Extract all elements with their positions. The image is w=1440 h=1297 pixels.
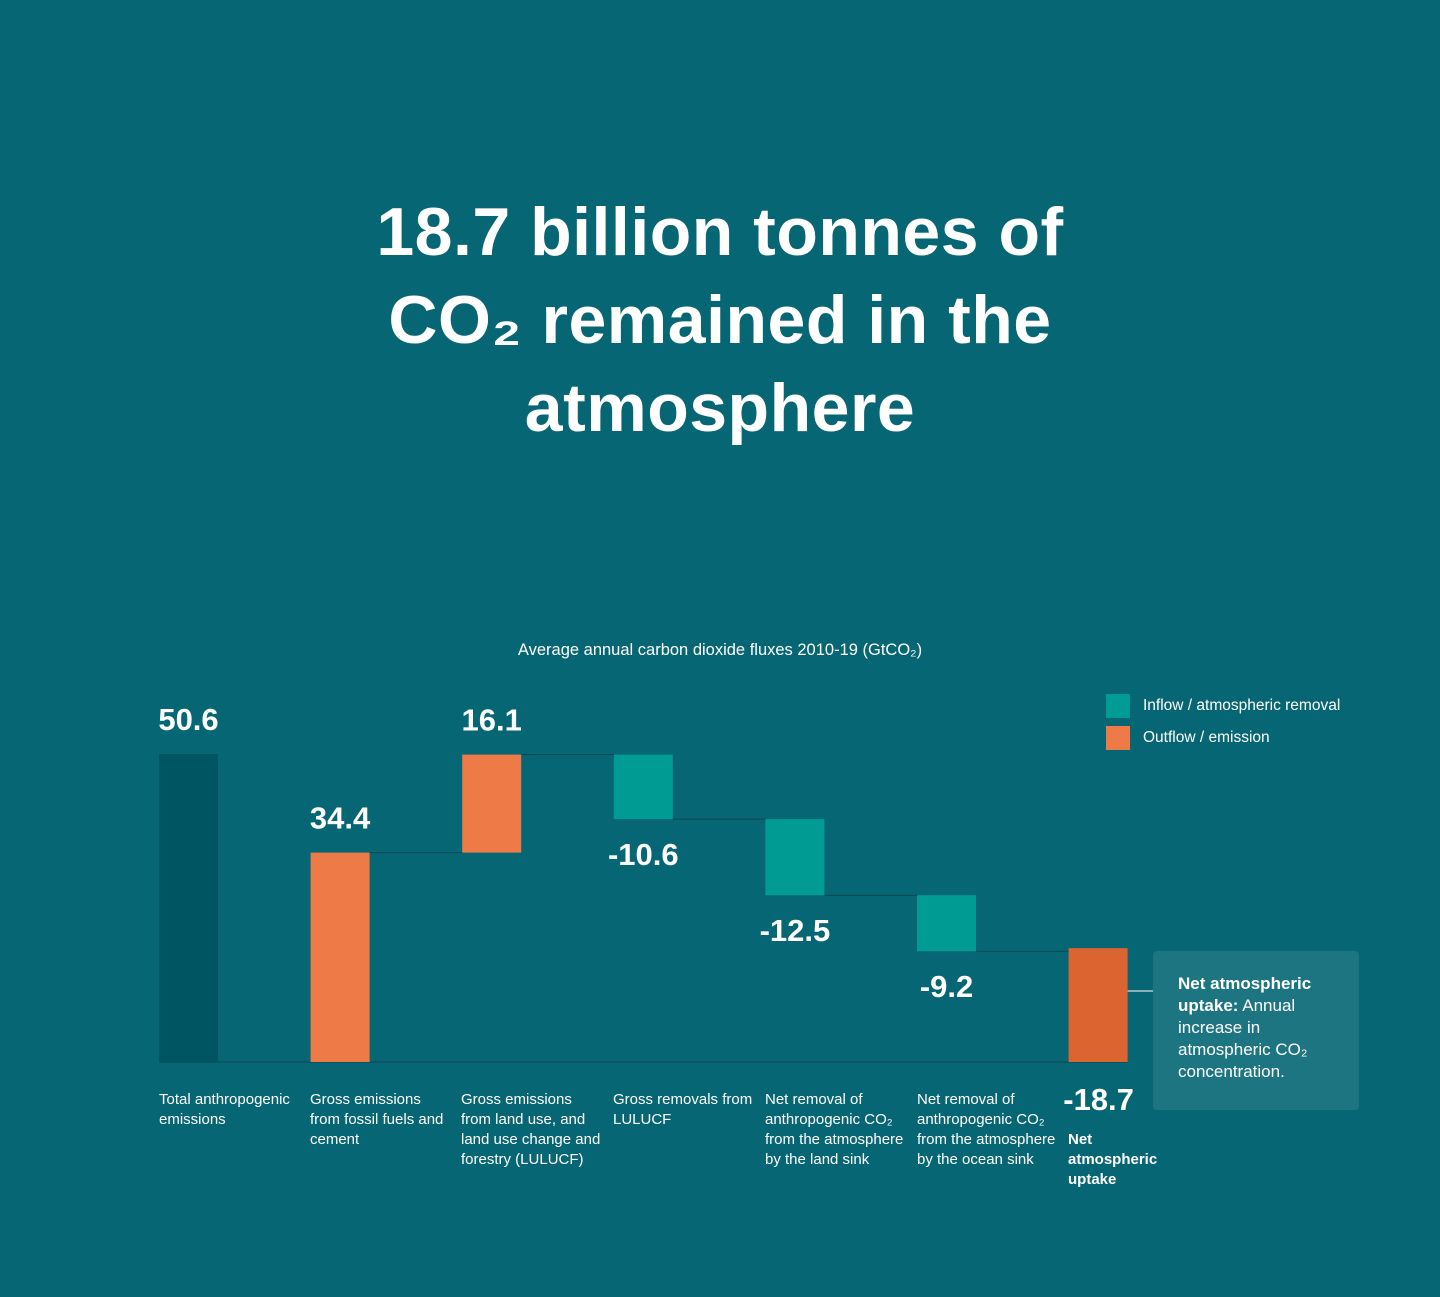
legend-swatch-outflow: [1106, 726, 1130, 750]
bar-6: [917, 895, 976, 952]
category-label-land-sink: Net removal of anthropogenic CO₂ from th…: [765, 1091, 904, 1168]
value-label-4: -10.6: [608, 837, 679, 872]
headline-line-2: CO₂ remained in the: [388, 282, 1052, 358]
category-label-lulucf-emissions: Gross emissions from land use, and land …: [461, 1091, 601, 1168]
chart-legend: Inflow / atmospheric removal Outflow / e…: [1106, 694, 1340, 758]
value-label-2: 34.4: [310, 801, 371, 836]
category-label-lulucf-removals: Gross removals from LULUCF: [613, 1091, 753, 1128]
legend-swatch-inflow: [1106, 694, 1130, 718]
value-label-5: -12.5: [760, 913, 831, 948]
net-uptake-callout: Net atmospheric uptake: Annual increase …: [1153, 951, 1359, 1110]
value-label-1: 50.6: [158, 702, 218, 737]
chart-title: Average annual carbon dioxide fluxes 201…: [517, 641, 923, 659]
value-label-7: -18.7: [1063, 1082, 1134, 1117]
category-label-fossil: Gross emissions from fossil fuels and ce…: [310, 1091, 444, 1148]
headline-line-3: atmosphere: [524, 370, 916, 446]
bar-4: [613, 754, 673, 820]
bar-5: [765, 819, 825, 896]
value-label-6: -9.2: [920, 969, 973, 1004]
bar-7: [1068, 948, 1128, 1062]
headline: 18.7 billion tonnes of CO₂ remained in t…: [300, 188, 1140, 452]
callout-text: Annual increase in atmospheric CO₂ conce…: [1178, 996, 1308, 1081]
headline-line-1: 18.7 billion tonnes of: [376, 194, 1064, 270]
category-label-total: Total anthropogenic emissions: [159, 1091, 290, 1128]
legend-label-inflow: Inflow / atmospheric removal: [1143, 697, 1341, 714]
legend-item-outflow: Outflow / emission: [1106, 726, 1340, 750]
legend-item-inflow: Inflow / atmospheric removal: [1106, 694, 1340, 718]
legend-label-outflow: Outflow / emission: [1143, 729, 1270, 746]
bar-3: [462, 754, 522, 853]
category-label-ocean-sink: Net removal of anthropogenic CO₂ from th…: [917, 1091, 1056, 1168]
value-label-3: 16.1: [462, 703, 522, 738]
bar-2: [310, 852, 370, 1062]
callout-bold-text: Net atmospheric uptake:: [1178, 974, 1312, 1015]
category-label-net-uptake: Net atmospheric uptake: [1068, 1131, 1158, 1188]
bar-1: [159, 754, 218, 1062]
